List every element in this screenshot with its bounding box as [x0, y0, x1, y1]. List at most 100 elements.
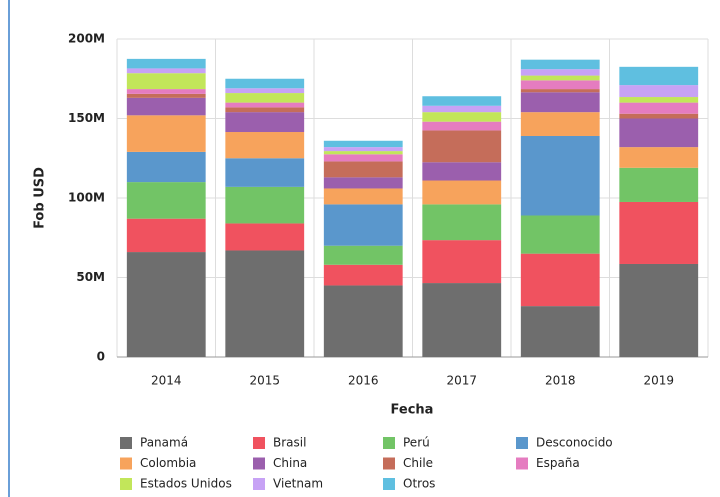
bar-segment — [619, 113, 699, 119]
legend-label: España — [536, 456, 580, 470]
bar-segment — [422, 112, 502, 122]
bar-segment — [422, 180, 502, 205]
bar-segment — [520, 89, 600, 93]
bar-segment — [422, 105, 502, 113]
x-tick-label: 2018 — [545, 374, 576, 388]
bar-segment — [225, 186, 305, 224]
bar-segment — [126, 58, 206, 69]
legend-swatch — [516, 437, 528, 449]
bar-segment — [126, 115, 206, 152]
bar-segment — [422, 283, 502, 357]
bar-segment — [225, 88, 305, 94]
bar-segment — [323, 188, 403, 205]
bar-segment — [619, 85, 699, 98]
y-tick-label: 0 — [97, 350, 105, 364]
x-tick-label: 2017 — [446, 374, 477, 388]
bar-segment — [225, 102, 305, 108]
x-tick-label: 2016 — [348, 374, 379, 388]
bar-segment — [323, 154, 403, 162]
bar-segment — [422, 204, 502, 241]
bar-segment — [520, 75, 600, 81]
legend-swatch — [253, 437, 265, 449]
bar-segment — [225, 132, 305, 159]
bar-segment — [126, 93, 206, 98]
bar-segment — [422, 96, 502, 106]
legend-label: Otros — [403, 477, 435, 491]
legend-label: Chile — [403, 456, 433, 470]
legend-label: Colombia — [140, 456, 196, 470]
y-tick-label: 200M — [68, 32, 105, 46]
bar-segment — [323, 140, 403, 148]
legend-swatch — [383, 437, 395, 449]
bar-segment — [225, 158, 305, 187]
bar-segment — [323, 161, 403, 178]
y-tick-label: 50M — [76, 270, 105, 284]
bar-segment — [126, 68, 206, 74]
bar-segment — [126, 252, 206, 357]
bar-segment — [619, 102, 699, 114]
x-tick-label: 2014 — [151, 374, 182, 388]
bar-segment — [422, 130, 502, 163]
bar-segment — [619, 263, 699, 357]
legend-swatch — [120, 437, 132, 449]
bar-segment — [422, 240, 502, 284]
y-tick-label: 100M — [68, 191, 105, 205]
y-axis-title: Fob USD — [33, 167, 48, 229]
bar-segment — [520, 215, 600, 254]
x-axis-title: Fecha — [391, 403, 434, 418]
bar-segment — [520, 59, 600, 70]
x-tick-label: 2015 — [249, 374, 280, 388]
bar-segment — [323, 264, 403, 286]
bar-segment — [225, 107, 305, 113]
bar-segment — [520, 112, 600, 136]
bar-segment — [323, 204, 403, 246]
legend-swatch — [120, 478, 132, 490]
bar-segment — [619, 167, 699, 202]
bar-segment — [520, 306, 600, 357]
legend-swatch — [383, 478, 395, 490]
bar-segment — [323, 177, 403, 189]
legend-label: Panamá — [140, 436, 188, 450]
bar-segment — [126, 73, 206, 90]
legend-label: Vietnam — [273, 477, 323, 491]
bar-segment — [126, 97, 206, 116]
legend-swatch — [253, 478, 265, 490]
bar-segment — [225, 250, 305, 357]
bar-segment — [520, 253, 600, 307]
x-tick-label: 2019 — [643, 374, 674, 388]
legend-label: Perú — [403, 436, 430, 450]
legend-swatch — [120, 457, 132, 470]
bar-segment — [422, 162, 502, 181]
legend-swatch — [253, 457, 265, 470]
bar-segment — [225, 223, 305, 251]
bar-segment — [323, 245, 403, 265]
bar-segment — [520, 135, 600, 216]
bar-segment — [422, 121, 502, 131]
bar-segment — [619, 118, 699, 148]
legend-label: Estados Unidos — [140, 477, 232, 491]
bar-segment — [225, 112, 305, 133]
bar-segment — [225, 93, 305, 103]
legend-swatch — [383, 457, 395, 470]
bar-segment — [520, 80, 600, 90]
bar-segment — [225, 78, 305, 89]
legend-label: Desconocido — [536, 436, 613, 450]
bar-segment — [323, 147, 403, 152]
legend-label: Brasil — [273, 436, 306, 450]
bar-segment — [520, 69, 600, 76]
bar-segment — [619, 147, 699, 168]
bar-segment — [619, 201, 699, 264]
bar-segment — [619, 97, 699, 103]
bar-segment — [619, 66, 699, 86]
bar-segment — [126, 151, 206, 183]
legend-swatch — [516, 457, 528, 470]
bar-segment — [126, 89, 206, 94]
bar-segment — [323, 151, 403, 155]
bar-segment — [126, 182, 206, 219]
bar-segment — [126, 218, 206, 253]
bar-segment — [323, 285, 403, 357]
y-tick-label: 150M — [68, 111, 105, 125]
legend-label: China — [273, 456, 307, 470]
bar-segment — [520, 92, 600, 113]
